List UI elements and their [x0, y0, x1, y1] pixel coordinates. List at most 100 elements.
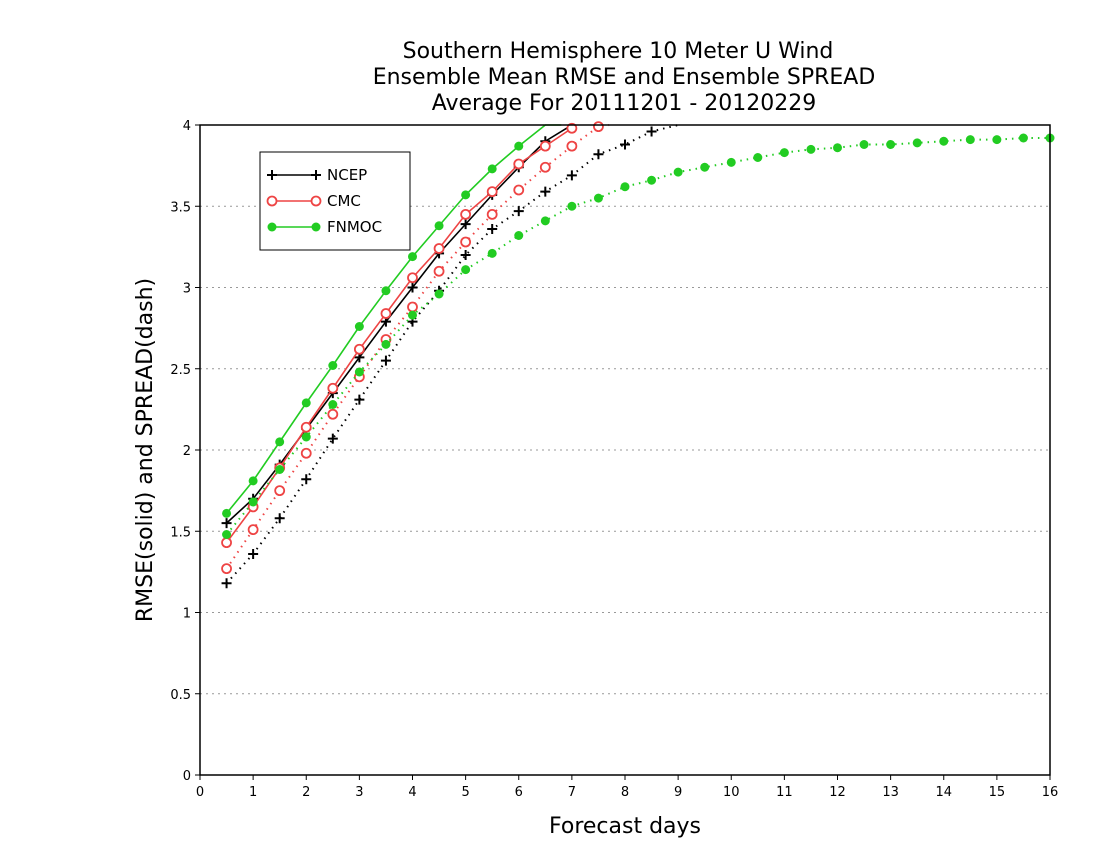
cmc-spread-point	[327, 408, 339, 420]
x-tick-label: 14	[935, 785, 952, 800]
legend-label-fnmoc: FNMOC	[327, 218, 382, 236]
title-line-1: Southern Hemisphere 10 Meter U Wind	[403, 39, 834, 64]
x-tick-label: 8	[621, 785, 629, 800]
fnmoc-spread-point	[408, 310, 417, 320]
ncep-spread-point	[274, 513, 285, 524]
fnmoc-spread-point	[992, 135, 1002, 145]
fnmoc-spread-point	[779, 148, 789, 158]
ncep-spread-point	[566, 170, 577, 181]
fnmoc-spread-point	[886, 140, 896, 149]
cmc-spread-point	[407, 301, 418, 313]
fnmoc-rmse-point	[461, 190, 471, 200]
y-axis-ticks: 0 0.5 1 1.5 2 2.5 3 3.5 4	[170, 119, 200, 784]
fnmoc-spread-point	[301, 432, 311, 442]
x-tick-label: 3	[355, 785, 363, 800]
x-tick-label: 7	[568, 785, 576, 800]
fnmoc-spread-point	[673, 167, 683, 177]
x-tick-label: 11	[776, 785, 793, 800]
x-tick-label: 16	[1042, 785, 1059, 800]
ncep-spread-point	[513, 206, 524, 217]
fnmoc-spread-point	[700, 162, 710, 172]
x-tick-label: 9	[674, 785, 682, 800]
cmc-spread-point	[460, 236, 472, 248]
fnmoc-spread-point	[434, 289, 444, 299]
x-tick-label: 4	[408, 785, 416, 800]
cmc-rmse-point	[300, 421, 312, 433]
x-axis-ticks: 0 1 2 3 4 5 6 7 8 9 10 11 12 13 14 15 16	[196, 775, 1058, 800]
cmc-rmse-point	[407, 272, 418, 284]
fnmoc-spread-point	[620, 182, 630, 192]
ncep-rmse-point	[221, 518, 232, 529]
cmc-spread-point	[486, 208, 498, 220]
x-tick-label: 5	[461, 785, 469, 800]
x-tick-label: 6	[515, 785, 523, 800]
ncep-spread-point	[301, 474, 312, 485]
fnmoc-rmse-point	[381, 286, 391, 296]
x-tick-label: 0	[196, 785, 204, 800]
ncep-rmse-point	[460, 219, 471, 230]
ncep-spread-point	[646, 126, 657, 137]
ncep-spread-point	[221, 578, 232, 589]
x-tick-label: 1	[249, 785, 257, 800]
y-tick-label: 3	[183, 282, 191, 297]
fnmoc-rmse-point	[328, 361, 338, 370]
ncep-spread-point	[380, 355, 391, 366]
y-tick-label: 2.5	[170, 363, 191, 378]
legend-marker-ncep	[311, 170, 321, 180]
fnmoc-rmse-point	[408, 252, 417, 262]
cmc-spread-point	[513, 184, 525, 196]
title-line-3: Average For 20111201 - 20120229	[432, 91, 817, 116]
fnmoc-spread-point	[354, 367, 364, 377]
cmc-spread-point	[300, 447, 312, 459]
cmc-rmse-point	[460, 208, 472, 220]
legend-item-ncep: NCEP	[267, 166, 367, 184]
ncep-spread-point	[248, 549, 259, 559]
fnmoc-spread-point	[593, 193, 603, 203]
ncep-spread-point	[487, 224, 498, 234]
x-tick-label: 13	[882, 785, 899, 800]
cmc-spread-point	[566, 140, 578, 152]
chart-title: Southern Hemisphere 10 Meter U Wind Ense…	[373, 39, 876, 116]
fnmoc-spread-point	[753, 153, 763, 162]
ncep-rmse-point	[407, 282, 418, 293]
legend-label-cmc: CMC	[327, 192, 361, 210]
cmc-rmse-point	[566, 122, 578, 134]
series-cmc-spread-line	[225, 124, 610, 570]
title-line-2: Ensemble Mean RMSE and Ensemble SPREAD	[373, 65, 876, 90]
y-tick-label: 0.5	[170, 688, 191, 703]
y-tick-label: 0	[183, 769, 191, 784]
fnmoc-spread-point	[912, 138, 922, 148]
series-fnmoc-spread	[222, 133, 1055, 539]
x-tick-label: 15	[989, 785, 1006, 800]
x-axis-label: Forecast days	[549, 814, 701, 839]
legend-marker-fnmoc	[311, 222, 321, 232]
fnmoc-rmse-point	[434, 221, 444, 231]
fnmoc-rmse-point	[487, 164, 497, 174]
series-layer	[221, 121, 1055, 589]
fnmoc-rmse-point	[275, 437, 285, 447]
fnmoc-spread-point	[859, 140, 869, 149]
fnmoc-spread-point	[965, 135, 975, 145]
fnmoc-spread-point	[939, 136, 949, 146]
cmc-rmse-point	[539, 140, 551, 152]
cmc-spread-point	[274, 485, 286, 497]
ncep-spread-point	[460, 250, 471, 260]
series-ncep-spread-line	[225, 124, 679, 584]
fnmoc-spread-point	[328, 400, 338, 409]
fnmoc-spread-point	[381, 339, 391, 349]
legend-item-cmc: CMC	[266, 192, 361, 210]
fnmoc-spread-point	[1018, 133, 1028, 143]
cmc-spread-point	[221, 563, 232, 575]
x-tick-label: 2	[302, 785, 310, 800]
legend-label-ncep: NCEP	[327, 166, 367, 184]
cmc-rmse-point	[353, 343, 365, 355]
legend-marker-ncep	[267, 170, 277, 180]
fnmoc-rmse-point	[514, 141, 524, 151]
x-tick-label: 12	[829, 785, 846, 800]
fnmoc-spread-point	[248, 497, 258, 507]
legend-item-fnmoc: FNMOC	[267, 218, 382, 236]
fnmoc-rmse-point	[248, 476, 258, 486]
ncep-spread-point	[620, 139, 630, 150]
ncep-spread-point	[327, 433, 338, 444]
